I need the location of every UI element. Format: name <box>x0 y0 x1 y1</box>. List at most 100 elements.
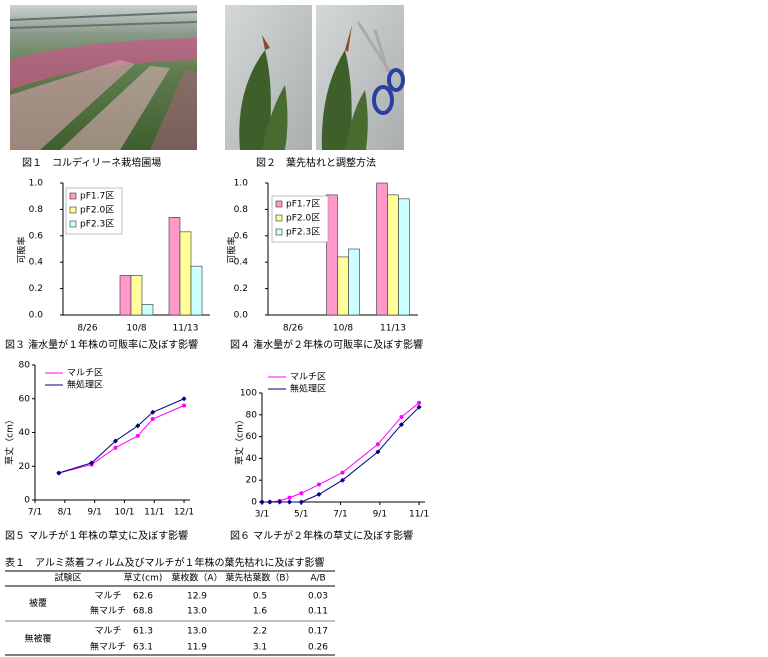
bar <box>348 248 360 316</box>
legend-label: pF2.3区 <box>286 227 320 238</box>
table-cell: 0.03 <box>308 592 328 602</box>
x-tick-label: 9/1 <box>87 508 101 518</box>
legend-swatch <box>69 206 77 214</box>
marker <box>316 491 322 497</box>
marker <box>287 495 292 500</box>
marker <box>398 422 404 428</box>
bar <box>376 182 388 316</box>
bar <box>398 198 410 316</box>
y-tick-label: 0.6 <box>29 231 44 241</box>
legend-label: pF2.0区 <box>80 205 114 216</box>
table-cell: 0.5 <box>253 592 267 602</box>
legend-label: pF1.7区 <box>80 191 114 202</box>
marker <box>150 409 156 415</box>
table-cell: 68.8 <box>133 607 153 617</box>
marker <box>56 470 62 476</box>
table-cell: 無マルチ <box>90 641 126 653</box>
table-cell: 11.9 <box>187 643 207 653</box>
x-tick-label: 3/1 <box>255 510 269 520</box>
marker <box>89 460 95 466</box>
marker <box>112 438 118 444</box>
x-tick-label: 8/26 <box>283 324 303 334</box>
x-tick-label: 11/13 <box>173 324 199 334</box>
table-cell: 2.2 <box>253 627 267 637</box>
table-group: 無被覆 <box>24 633 51 645</box>
legend-swatch <box>275 214 283 222</box>
table-cell: 3.1 <box>253 643 267 653</box>
series-line <box>262 402 420 503</box>
table-header: 試験区 <box>54 572 81 584</box>
legend-swatch <box>69 192 77 200</box>
marker <box>259 499 265 505</box>
marker <box>286 499 292 505</box>
table-cell: 61.3 <box>133 627 153 637</box>
table-cell: 0.11 <box>308 607 328 617</box>
y-tick-label: 40 <box>19 428 31 438</box>
y-tick-label: 0.2 <box>29 284 43 294</box>
legend-label: マルチ区 <box>67 368 103 379</box>
bar <box>337 256 349 316</box>
table-cell: マルチ <box>94 591 121 602</box>
x-tick-label: 5/1 <box>294 510 308 520</box>
bar <box>179 231 192 316</box>
table-header: 草丈(cm) <box>124 572 163 584</box>
photo-field <box>9 5 198 150</box>
y-tick-label: 80 <box>246 410 258 420</box>
marker <box>299 491 304 496</box>
marker <box>316 482 321 487</box>
marker <box>150 417 155 421</box>
marker <box>416 404 422 410</box>
series-line <box>262 406 420 503</box>
marker <box>340 470 345 475</box>
table-header: 葉先枯葉数（B） <box>225 572 294 584</box>
x-tick-label: 9/1 <box>373 510 387 520</box>
x-tick-label: 11/13 <box>380 324 406 334</box>
legend-label: 無処理区 <box>290 383 326 395</box>
table-cell: マルチ <box>94 626 121 637</box>
marker <box>113 445 118 450</box>
marker <box>399 414 404 419</box>
marker <box>277 499 283 505</box>
table-cell: 0.17 <box>308 627 328 637</box>
photo-leaf <box>225 5 312 150</box>
y-tick-label: 0.4 <box>29 258 44 268</box>
x-tick-label: 7/1 <box>333 510 347 520</box>
table-cell: 1.6 <box>253 607 268 617</box>
y-tick-label: 0 <box>24 496 30 506</box>
table-cell: 13.0 <box>187 607 207 617</box>
y-tick-label: 0 <box>251 498 257 508</box>
table-title: 表１ アルミ蒸着フィルム及びマルチが１年株の葉先枯れに及ぼす影響 <box>5 556 325 569</box>
x-tick-label: 7/1 <box>28 508 42 518</box>
marker <box>375 449 381 455</box>
table-cell: 13.0 <box>187 627 207 637</box>
y-tick-label: 1.0 <box>234 179 249 189</box>
marker <box>135 423 141 429</box>
marker <box>181 396 187 402</box>
bar <box>130 275 143 316</box>
y-tick-label: 0.8 <box>234 205 249 215</box>
legend-label: pF2.0区 <box>286 213 320 224</box>
y-tick-label: 0.4 <box>234 258 249 268</box>
bar <box>326 194 338 316</box>
y-axis-label: 可販率 <box>17 236 28 263</box>
photo-scissors <box>316 5 405 150</box>
legend-swatch <box>275 228 283 236</box>
x-tick-label: 10/8 <box>333 324 353 334</box>
y-tick-label: 0.0 <box>234 311 249 321</box>
legend-swatch <box>69 220 77 228</box>
table-header: 葉枚数（A） <box>171 572 222 584</box>
table-cell: 無マルチ <box>90 605 126 617</box>
legend-label: pF2.3区 <box>80 219 114 230</box>
chart-caption: 図４ 潅水量が２年株の可販率に及ぼす影響 <box>230 338 423 351</box>
x-tick-label: 8/26 <box>77 324 97 334</box>
table-cell: 62.6 <box>133 592 153 602</box>
y-tick-label: 40 <box>246 454 258 464</box>
table-cell: 0.26 <box>308 643 328 653</box>
x-tick-label: 11/1 <box>409 510 429 520</box>
y-tick-label: 60 <box>246 432 258 442</box>
y-tick-label: 60 <box>19 394 31 404</box>
bar <box>387 194 399 316</box>
chart-caption: 図６ マルチが２年株の草丈に及ぼす影響 <box>230 529 413 542</box>
legend-label: pF1.7区 <box>286 199 320 210</box>
